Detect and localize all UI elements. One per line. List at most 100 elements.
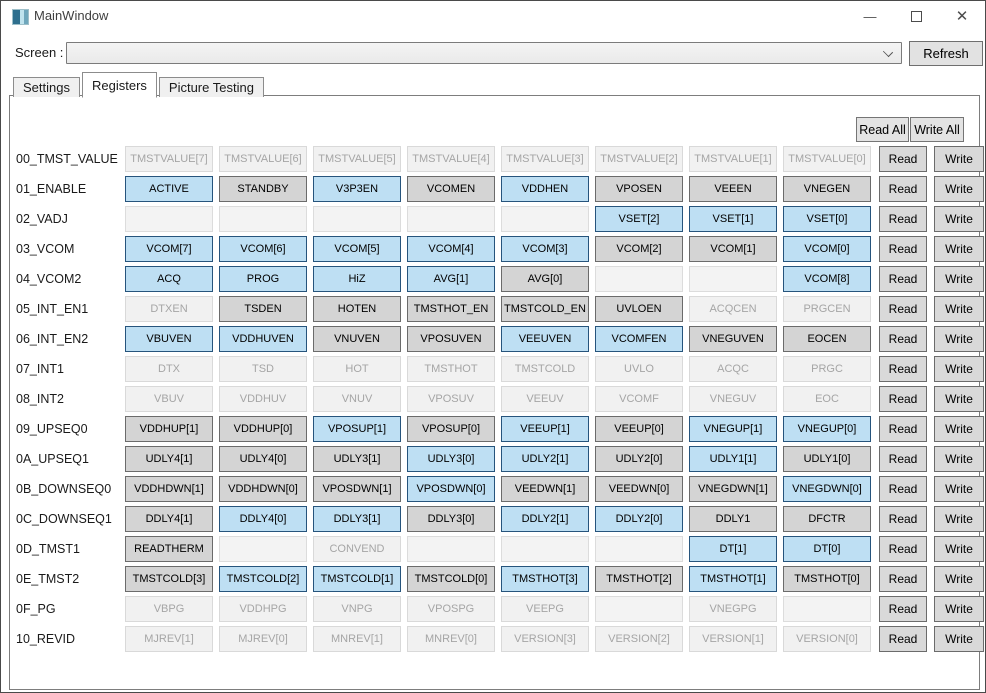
- bit-toggle[interactable]: TMSTHOT_EN: [407, 296, 495, 322]
- bit-toggle[interactable]: VCOM[6]: [219, 236, 307, 262]
- bit-toggle[interactable]: UDLY3[0]: [407, 446, 495, 472]
- write-all-button[interactable]: Write All: [910, 117, 964, 142]
- minimize-button[interactable]: —: [847, 1, 893, 31]
- bit-toggle[interactable]: UDLY2[0]: [595, 446, 683, 472]
- bit-toggle[interactable]: HOTEN: [313, 296, 401, 322]
- write-button[interactable]: Write: [934, 266, 984, 292]
- bit-toggle[interactable]: VPOSUP[1]: [313, 416, 401, 442]
- write-button[interactable]: Write: [934, 356, 984, 382]
- bit-toggle[interactable]: VPOSDWN[0]: [407, 476, 495, 502]
- bit-toggle[interactable]: VDDHUP[0]: [219, 416, 307, 442]
- maximize-button[interactable]: [893, 1, 939, 31]
- read-button[interactable]: Read: [879, 146, 927, 172]
- read-button[interactable]: Read: [879, 236, 927, 262]
- tab-picture-testing[interactable]: Picture Testing: [158, 77, 264, 97]
- bit-toggle[interactable]: READTHERM: [125, 536, 213, 562]
- bit-toggle[interactable]: VEEUVEN: [501, 326, 589, 352]
- bit-toggle[interactable]: VDDHDWN[1]: [125, 476, 213, 502]
- read-button[interactable]: Read: [879, 266, 927, 292]
- bit-toggle[interactable]: DDLY2[1]: [501, 506, 589, 532]
- bit-toggle[interactable]: UVLOEN: [595, 296, 683, 322]
- bit-toggle[interactable]: VNEGUP[0]: [783, 416, 871, 442]
- bit-toggle[interactable]: TMSTCOLD[3]: [125, 566, 213, 592]
- bit-toggle[interactable]: VDDHUVEN: [219, 326, 307, 352]
- bit-toggle[interactable]: DDLY4[0]: [219, 506, 307, 532]
- bit-toggle[interactable]: VSET[0]: [783, 206, 871, 232]
- bit-toggle[interactable]: DDLY3[1]: [313, 506, 401, 532]
- bit-toggle[interactable]: VCOM[8]: [783, 266, 871, 292]
- bit-toggle[interactable]: VDDHUP[1]: [125, 416, 213, 442]
- bit-toggle[interactable]: VCOM[1]: [689, 236, 777, 262]
- bit-toggle[interactable]: VNEGDWN[0]: [783, 476, 871, 502]
- bit-toggle[interactable]: VEEUP[0]: [595, 416, 683, 442]
- read-button[interactable]: Read: [879, 176, 927, 202]
- bit-toggle[interactable]: VPOSUVEN: [407, 326, 495, 352]
- screen-combobox[interactable]: [66, 42, 902, 64]
- bit-toggle[interactable]: TMSTCOLD[2]: [219, 566, 307, 592]
- bit-toggle[interactable]: VCOM[7]: [125, 236, 213, 262]
- bit-toggle[interactable]: DDLY2[0]: [595, 506, 683, 532]
- bit-toggle[interactable]: VSET[2]: [595, 206, 683, 232]
- bit-toggle[interactable]: DDLY4[1]: [125, 506, 213, 532]
- read-button[interactable]: Read: [879, 446, 927, 472]
- write-button[interactable]: Write: [934, 506, 984, 532]
- bit-toggle[interactable]: DDLY3[0]: [407, 506, 495, 532]
- bit-toggle[interactable]: AVG[0]: [501, 266, 589, 292]
- bit-toggle[interactable]: VPOSEN: [595, 176, 683, 202]
- read-button[interactable]: Read: [879, 626, 927, 652]
- bit-toggle[interactable]: UDLY4[0]: [219, 446, 307, 472]
- bit-toggle[interactable]: TMSTCOLD_EN: [501, 296, 589, 322]
- read-all-button[interactable]: Read All: [856, 117, 909, 142]
- bit-toggle[interactable]: VPOSUP[0]: [407, 416, 495, 442]
- bit-toggle[interactable]: VCOM[0]: [783, 236, 871, 262]
- write-button[interactable]: Write: [934, 146, 984, 172]
- bit-toggle[interactable]: VNEGUVEN: [689, 326, 777, 352]
- tab-settings[interactable]: Settings: [13, 77, 80, 97]
- bit-toggle[interactable]: TMSTHOT[2]: [595, 566, 683, 592]
- bit-toggle[interactable]: UDLY1[0]: [783, 446, 871, 472]
- bit-toggle[interactable]: DFCTR: [783, 506, 871, 532]
- bit-toggle[interactable]: ACQ: [125, 266, 213, 292]
- bit-toggle[interactable]: TMSTCOLD[0]: [407, 566, 495, 592]
- bit-toggle[interactable]: VEEDWN[0]: [595, 476, 683, 502]
- bit-toggle[interactable]: UDLY4[1]: [125, 446, 213, 472]
- bit-toggle[interactable]: V3P3EN: [313, 176, 401, 202]
- write-button[interactable]: Write: [934, 326, 984, 352]
- bit-toggle[interactable]: DDLY1: [689, 506, 777, 532]
- bit-toggle[interactable]: AVG[1]: [407, 266, 495, 292]
- bit-toggle[interactable]: DT[0]: [783, 536, 871, 562]
- write-button[interactable]: Write: [934, 626, 984, 652]
- bit-toggle[interactable]: ACTIVE: [125, 176, 213, 202]
- read-button[interactable]: Read: [879, 476, 927, 502]
- write-button[interactable]: Write: [934, 386, 984, 412]
- bit-toggle[interactable]: DT[1]: [689, 536, 777, 562]
- bit-toggle[interactable]: VNEGDWN[1]: [689, 476, 777, 502]
- bit-toggle[interactable]: VCOM[4]: [407, 236, 495, 262]
- bit-toggle[interactable]: VDDHEN: [501, 176, 589, 202]
- read-button[interactable]: Read: [879, 506, 927, 532]
- write-button[interactable]: Write: [934, 476, 984, 502]
- bit-toggle[interactable]: VEEUP[1]: [501, 416, 589, 442]
- write-button[interactable]: Write: [934, 176, 984, 202]
- bit-toggle[interactable]: HiZ: [313, 266, 401, 292]
- bit-toggle[interactable]: TMSTHOT[1]: [689, 566, 777, 592]
- read-button[interactable]: Read: [879, 566, 927, 592]
- bit-toggle[interactable]: TMSTHOT[0]: [783, 566, 871, 592]
- read-button[interactable]: Read: [879, 386, 927, 412]
- bit-toggle[interactable]: TMSTCOLD[1]: [313, 566, 401, 592]
- write-button[interactable]: Write: [934, 296, 984, 322]
- refresh-button[interactable]: Refresh: [909, 41, 983, 66]
- bit-toggle[interactable]: UDLY2[1]: [501, 446, 589, 472]
- bit-toggle[interactable]: VCOM[3]: [501, 236, 589, 262]
- read-button[interactable]: Read: [879, 416, 927, 442]
- bit-toggle[interactable]: VSET[1]: [689, 206, 777, 232]
- bit-toggle[interactable]: VEEDWN[1]: [501, 476, 589, 502]
- read-button[interactable]: Read: [879, 326, 927, 352]
- read-button[interactable]: Read: [879, 206, 927, 232]
- bit-toggle[interactable]: TSDEN: [219, 296, 307, 322]
- bit-toggle[interactable]: VCOMFEN: [595, 326, 683, 352]
- bit-toggle[interactable]: STANDBY: [219, 176, 307, 202]
- bit-toggle[interactable]: VBUVEN: [125, 326, 213, 352]
- write-button[interactable]: Write: [934, 536, 984, 562]
- read-button[interactable]: Read: [879, 296, 927, 322]
